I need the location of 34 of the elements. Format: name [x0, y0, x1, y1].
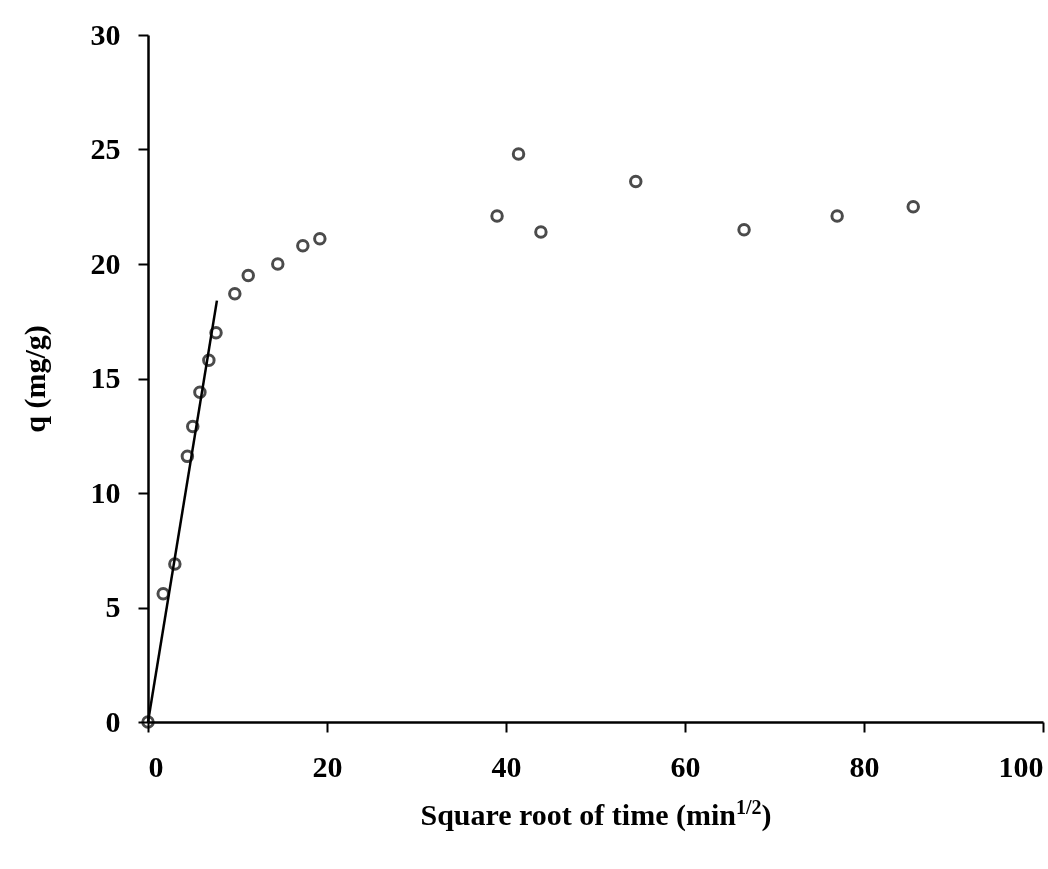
- x-tick-label: 0: [148, 749, 164, 783]
- point: [228, 287, 242, 301]
- point: [313, 232, 327, 246]
- x-tick-label: 60: [670, 749, 701, 783]
- y-tick-label: 10: [90, 475, 121, 509]
- point: [202, 353, 216, 367]
- y-tick-label: 15: [90, 361, 121, 394]
- x-tick-label: 40: [491, 749, 522, 783]
- y-axis-title: q (mg/g): [17, 325, 52, 433]
- y-tick-label: 20: [90, 246, 121, 280]
- point: [241, 268, 255, 283]
- y-tick-label: 0: [105, 704, 121, 738]
- point: [180, 449, 195, 464]
- x-tick-label: 100: [998, 749, 1044, 783]
- point: [737, 222, 751, 237]
- point: [186, 419, 200, 434]
- point: [490, 209, 504, 223]
- x-axis-title: Square root of time (min$^{1/2}$): [420, 795, 772, 832]
- y-tick-label: 5: [105, 590, 121, 623]
- point: [296, 238, 310, 253]
- point: [156, 587, 170, 601]
- point: [511, 147, 526, 161]
- x-tick-label: 20: [312, 749, 343, 783]
- point: [193, 385, 207, 399]
- x-tick-label: 80: [849, 749, 880, 783]
- point: [906, 200, 920, 214]
- point: [534, 225, 548, 239]
- y-tick-label: 25: [90, 132, 121, 165]
- point: [830, 209, 844, 223]
- point: [271, 257, 285, 271]
- y-tick-label: 30: [90, 17, 121, 51]
- point: [629, 174, 643, 189]
- point: [168, 557, 182, 571]
- point: [209, 325, 223, 340]
